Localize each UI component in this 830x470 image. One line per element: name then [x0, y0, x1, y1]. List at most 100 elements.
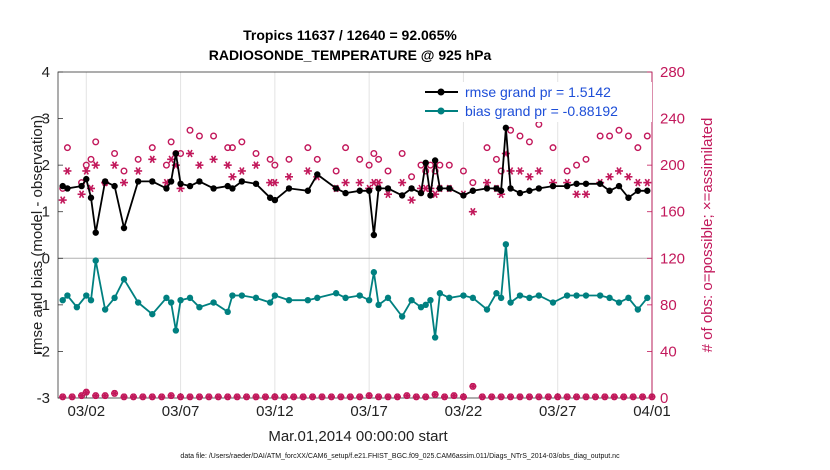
obs-assimilated-marker	[134, 167, 143, 175]
rmse-point	[210, 185, 217, 192]
bias-point	[252, 294, 260, 302]
bias-point	[469, 294, 477, 302]
obs-possible-marker	[356, 155, 364, 163]
obs-assimilated-marker	[605, 172, 614, 181]
rmse-point	[167, 178, 175, 185]
bias-point	[398, 313, 406, 320]
rmse-point	[229, 185, 236, 192]
bias-point	[625, 294, 632, 302]
y-left-tick-label: -2	[37, 343, 50, 360]
obs-assimilated-marker	[643, 178, 652, 187]
obs-possible-marker	[563, 167, 571, 175]
bias-point	[644, 294, 651, 302]
bias-point	[210, 299, 217, 306]
rmse-point	[549, 182, 557, 190]
obs-assimilated-marker	[337, 393, 345, 401]
bias-point	[516, 292, 524, 299]
rmse-point	[582, 180, 590, 187]
y-right-tick-label: 200	[660, 157, 685, 174]
obs-possible-marker	[313, 155, 321, 163]
obs-assimilated-marker	[563, 393, 571, 401]
obs-possible-marker	[582, 155, 590, 163]
obs-possible-marker	[459, 167, 467, 175]
obs-possible-marker	[304, 144, 312, 152]
rmse-point	[64, 185, 71, 192]
bias-point	[64, 292, 71, 299]
obs-possible-marker	[469, 179, 477, 187]
bias-point	[332, 290, 340, 297]
rmse-point	[460, 192, 467, 199]
obs-possible-marker	[615, 126, 623, 134]
obs-possible-marker	[492, 155, 500, 163]
rmse-point	[252, 180, 260, 187]
bias-point	[87, 297, 95, 304]
legend: rmse grand pr = 1.5142 bias grand pr = -…	[420, 82, 652, 122]
y-left-tick-label: 2	[42, 157, 50, 174]
obs-assimilated-marker	[620, 393, 628, 401]
rmse-point	[436, 185, 444, 192]
obs-possible-marker	[436, 161, 444, 169]
obs-assimilated-marker	[356, 393, 364, 401]
obs-assimilated-marker	[59, 393, 67, 401]
obs-assimilated-marker	[525, 393, 533, 401]
obs-possible-marker	[365, 161, 373, 169]
y-right-tick-label: 80	[660, 297, 677, 314]
y-left-tick-label: 3	[42, 111, 50, 128]
obs-possible-marker	[120, 167, 128, 175]
bias-point	[186, 294, 194, 302]
bias-point	[101, 306, 109, 313]
obs-possible-marker	[148, 144, 156, 152]
y-left-tick-label: 4	[42, 64, 50, 81]
obs-assimilated-marker	[497, 393, 505, 401]
obs-possible-marker	[375, 155, 383, 163]
bias-point	[370, 269, 378, 276]
obs-possible-marker	[445, 161, 453, 169]
y-right-tick-label: 40	[660, 343, 677, 360]
obs-assimilated-marker	[91, 161, 100, 170]
rmse-point	[134, 178, 142, 185]
obs-assimilated-marker	[228, 172, 237, 181]
obs-assimilated-marker	[271, 393, 279, 401]
obs-assimilated-marker	[478, 393, 486, 401]
rmse-point	[87, 194, 95, 201]
obs-possible-marker	[634, 144, 642, 152]
rmse-point	[375, 185, 382, 192]
obs-possible-marker	[525, 138, 533, 146]
rmse-point	[516, 189, 524, 197]
obs-possible-marker	[285, 155, 293, 163]
bias-point	[196, 303, 203, 311]
y-right-tick-label: 120	[660, 250, 685, 267]
rmse-point	[196, 178, 203, 185]
bias-point	[167, 299, 175, 306]
obs-assimilated-marker	[431, 391, 439, 398]
obs-assimilated-marker	[167, 155, 176, 164]
obs-assimilated-marker	[252, 161, 260, 170]
bias-point	[573, 292, 580, 299]
y-right-tick-label: 160	[660, 204, 685, 221]
rmse-point	[356, 187, 363, 194]
obs-assimilated-marker	[375, 393, 383, 401]
rmse-point	[431, 157, 439, 164]
obs-possible-marker	[167, 138, 175, 146]
obs-assimilated-marker	[346, 393, 354, 401]
obs-assimilated-marker	[120, 178, 128, 187]
obs-assimilated-marker	[285, 172, 293, 181]
x-tick-label: 03/07	[162, 403, 200, 420]
bias-point	[535, 292, 543, 299]
bias-point	[483, 306, 491, 313]
obs-assimilated-marker	[233, 393, 241, 401]
obs-assimilated-marker	[624, 172, 633, 181]
obs-assimilated-marker	[224, 393, 232, 401]
obs-assimilated-marker	[58, 196, 67, 204]
obs-assimilated-marker	[110, 161, 119, 170]
obs-possible-marker	[606, 132, 614, 140]
y-right-tick-label: 280	[660, 64, 685, 81]
obs-assimilated-marker	[639, 393, 647, 401]
obs-assimilated-marker	[469, 382, 477, 390]
obs-assimilated-marker	[148, 155, 157, 164]
obs-possible-marker	[549, 144, 557, 152]
bias-point	[314, 294, 321, 302]
obs-possible-marker	[92, 138, 100, 146]
obs-assimilated-marker	[205, 393, 213, 401]
rmse-point	[365, 187, 373, 194]
